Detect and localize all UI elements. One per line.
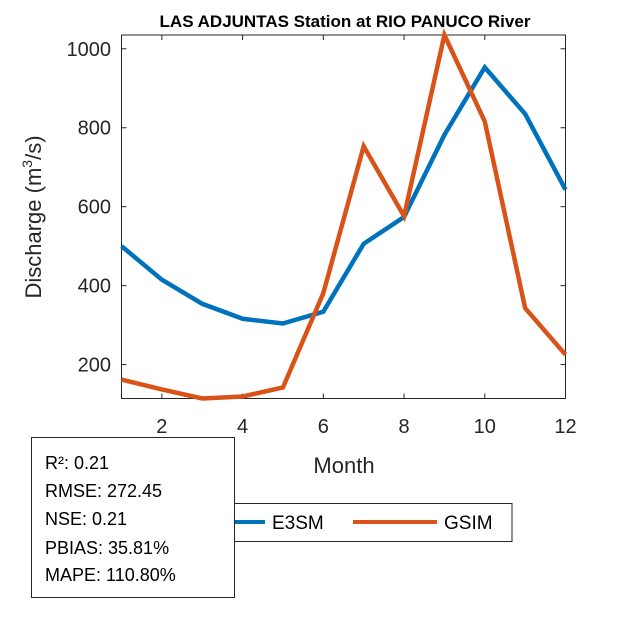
y-axis-label: Discharge (m3/s) <box>19 135 46 298</box>
x-axis-label: Month <box>313 453 374 478</box>
series-line-gsim <box>120 28 568 401</box>
stat-rmse: RMSE: 272.45 <box>45 481 162 501</box>
y-tick-label: 400 <box>78 276 111 298</box>
y-tick-label: 600 <box>78 197 111 219</box>
stat-nse: NSE: 0.21 <box>45 509 127 529</box>
y-tick-label: 800 <box>78 118 111 140</box>
stat-pbias: PBIAS: 35.81% <box>45 538 169 558</box>
stats-box: R²: 0.21 RMSE: 272.45 NSE: 0.21 PBIAS: 3… <box>31 437 235 598</box>
x-tick-label: 2 <box>156 416 167 438</box>
y-tick-label: 1000 <box>67 39 112 61</box>
legend-label-e3sm: E3SM <box>272 513 324 534</box>
chart-title: LAS ADJUNTAS Station at RIO PANUCO River <box>160 12 531 31</box>
x-tick-label: 10 <box>474 416 496 438</box>
x-tick-label: 6 <box>318 416 329 438</box>
x-tick-label: 12 <box>554 416 576 438</box>
series-line-e3sm <box>120 63 568 326</box>
stat-r2: R²: 0.21 <box>45 453 109 473</box>
y-tick-label: 200 <box>78 355 111 377</box>
stats-box-frame <box>31 437 235 598</box>
x-tick-label: 8 <box>398 416 409 438</box>
stat-mape: MAPE: 110.80% <box>45 565 176 585</box>
legend-label-gsim: GSIM <box>444 513 493 534</box>
x-tick-label: 4 <box>237 416 248 438</box>
